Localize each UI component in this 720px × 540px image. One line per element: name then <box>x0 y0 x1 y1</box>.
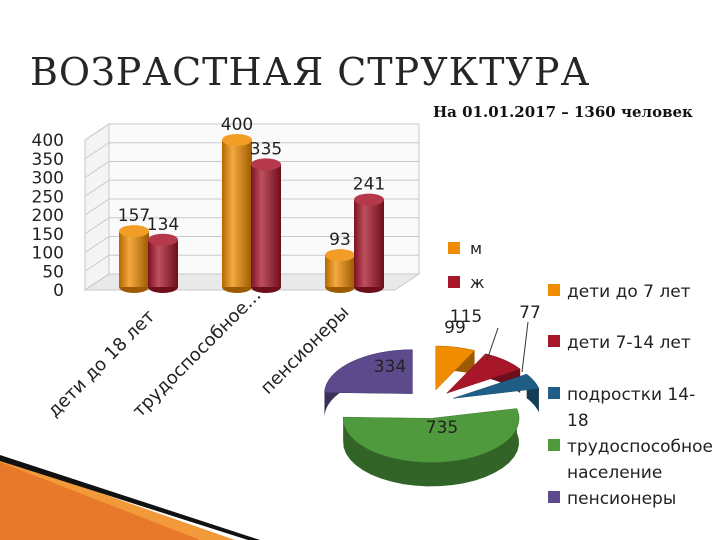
bar-top <box>354 193 384 206</box>
pie-slice-трудоспособное население <box>342 408 520 487</box>
pie-data-label: 334 <box>374 357 406 377</box>
gridline <box>84 198 419 216</box>
legend-swatch <box>548 284 560 296</box>
pie-data-label: 115 <box>450 307 482 327</box>
data-label: 335 <box>250 139 282 159</box>
bar-top <box>325 249 355 262</box>
pie-slice-пенсионеры <box>324 349 413 417</box>
legend-label: дети до 7 лет <box>567 282 691 302</box>
legend-swatch <box>448 242 460 254</box>
y-tick-label: 350 <box>32 150 64 170</box>
data-label: 157 <box>118 206 150 226</box>
black-corner-stripe <box>0 455 260 540</box>
bar-top <box>251 158 281 171</box>
gridline <box>84 217 419 235</box>
legend-label-line: трудоспособное <box>567 437 713 457</box>
legend-label: м <box>470 239 482 258</box>
bar-ж-3 <box>354 193 384 293</box>
pie-data-label: 735 <box>426 418 458 438</box>
y-tick-label: 0 <box>53 281 64 301</box>
legend-label: подростки 14- 18 <box>567 385 695 431</box>
gridline <box>84 161 419 178</box>
legend-label-line: дети 7-14 лет <box>567 333 691 353</box>
bar-body <box>354 199 384 287</box>
slice-side <box>343 408 519 487</box>
pie-data-label: 99 <box>444 318 466 338</box>
pie-slice-подростки 14-18 <box>453 373 540 413</box>
bar-ж-1 <box>148 233 178 293</box>
leader-line <box>486 327 499 361</box>
y-tick-label: 300 <box>32 169 64 189</box>
y-tick-label: 200 <box>32 206 64 226</box>
slice-top <box>453 373 540 399</box>
bar-м-1 <box>119 225 149 293</box>
gridline <box>84 273 419 291</box>
bar-м-3 <box>325 249 355 293</box>
bar-top <box>148 233 178 246</box>
orange-corner-shade <box>0 462 200 540</box>
y-tick-label: 400 <box>32 131 64 151</box>
gridline <box>84 254 419 272</box>
legend-label-line: население <box>567 463 662 483</box>
leader-line <box>521 321 529 373</box>
bar-body <box>251 164 281 287</box>
y-tick-label: 50 <box>42 262 64 282</box>
gridline <box>84 179 419 197</box>
legend-swatch <box>548 439 560 451</box>
legend-label-line: 18 <box>567 411 589 431</box>
legend-swatch <box>548 335 560 347</box>
gridline <box>84 236 419 253</box>
data-label: 93 <box>329 230 351 250</box>
bar-top <box>119 225 149 238</box>
slice-top <box>435 345 476 391</box>
legend-label: дети 7-14 лет <box>567 333 691 353</box>
legend-label: пенсионеры <box>567 489 676 509</box>
slice-top <box>324 349 413 394</box>
gridline <box>84 123 419 141</box>
pie-data-label: 77 <box>519 303 541 323</box>
data-label: 134 <box>147 215 179 235</box>
data-label: 241 <box>353 175 385 195</box>
slide-title: ВОЗРАСТНАЯ СТРУКТУРА <box>30 50 591 94</box>
gridline <box>84 142 419 160</box>
slice-top <box>342 408 520 463</box>
slide-subtitle: На 01.01.2017 – 1360 человек <box>433 103 693 121</box>
bar-body <box>148 239 178 287</box>
legend-swatch <box>548 387 560 399</box>
legend-swatch <box>448 276 460 288</box>
legend-label: ж <box>470 273 484 292</box>
legend-label-line: подростки 14- <box>567 385 695 405</box>
legend-label-line: дети до 7 лет <box>567 282 691 302</box>
legend-swatch <box>548 491 560 503</box>
legend-label-line: пенсионеры <box>567 489 676 509</box>
data-label: 400 <box>221 115 253 135</box>
y-tick-label: 100 <box>32 244 64 264</box>
bar-top <box>222 134 252 146</box>
bar-body <box>222 140 252 287</box>
y-tick-label: 150 <box>32 225 64 245</box>
bar-ж-2 <box>251 158 281 293</box>
slice-top <box>446 353 521 394</box>
bar-м-2 <box>222 134 252 293</box>
bar-body <box>119 231 149 287</box>
pie-slice-дети до 7 лет <box>435 345 476 391</box>
y-tick-label: 250 <box>32 187 64 207</box>
legend-label: трудоспособное население <box>567 437 713 483</box>
